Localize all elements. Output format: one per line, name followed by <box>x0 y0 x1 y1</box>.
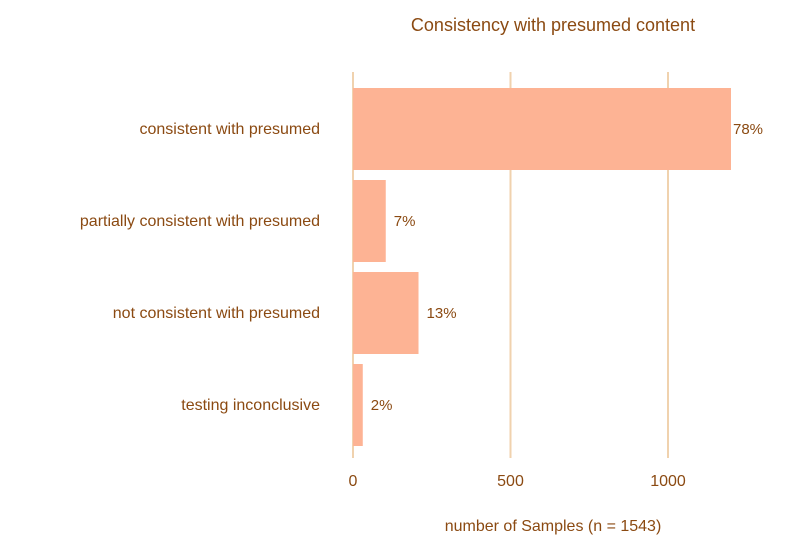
category-label: testing inconclusive <box>181 397 320 414</box>
data-label: 13% <box>427 305 457 322</box>
data-label: 7% <box>394 213 416 230</box>
data-label: 2% <box>371 397 393 414</box>
chart-title: Consistency with presumed content <box>411 15 695 35</box>
category-label: consistent with presumed <box>139 121 320 138</box>
data-label: 78% <box>733 121 763 138</box>
category-label: partially consistent with presumed <box>80 213 320 230</box>
x-axis-label: number of Samples (n = 1543) <box>445 518 662 535</box>
bar <box>353 88 731 170</box>
bar <box>353 364 363 446</box>
x-tick-label: 1000 <box>650 473 686 490</box>
bar <box>353 180 386 262</box>
category-label: not consistent with presumed <box>113 305 320 322</box>
bar <box>353 272 419 354</box>
x-tick-label: 0 <box>349 473 358 490</box>
x-tick-label: 500 <box>497 473 524 490</box>
